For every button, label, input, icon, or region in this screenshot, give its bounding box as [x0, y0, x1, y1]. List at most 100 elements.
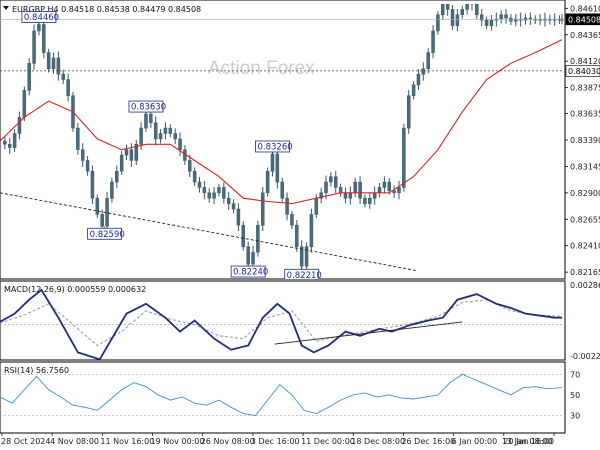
- candle-body: [285, 197, 289, 215]
- candle-body: [173, 133, 177, 140]
- candle-body: [129, 149, 134, 161]
- candle-body: [76, 127, 80, 150]
- macd-panel-title: MACD(12,26,9) 0.000559 0.000632: [4, 285, 146, 294]
- current-price-label: 0.84508: [568, 15, 600, 24]
- candle-body: [251, 251, 255, 265]
- candle-body: [406, 95, 411, 129]
- candle-body: [188, 160, 192, 172]
- candle-body: [270, 153, 275, 172]
- price-panel-frame: [0, 0, 566, 280]
- candle-body: [392, 190, 396, 194]
- x-tick-label: 6 Jan 00:00: [452, 437, 498, 446]
- collapse-triangle-icon[interactable]: [3, 6, 9, 10]
- candle-body: [226, 197, 231, 204]
- annotation-label: 0.83630: [131, 103, 166, 113]
- candle-body: [144, 113, 148, 129]
- candle-body: [42, 24, 46, 53]
- candle-body: [66, 79, 70, 96]
- candle-body: [256, 224, 260, 253]
- candle-body: [80, 149, 85, 161]
- candle-body: [149, 113, 153, 123]
- candle-body: [465, 4, 469, 10]
- y-tick-label: 0.82410: [570, 242, 600, 251]
- x-tick-label: 26 Dec 16:00: [401, 437, 455, 446]
- candle-body: [46, 52, 51, 69]
- candle-body: [124, 149, 129, 156]
- candle-body: [61, 73, 66, 80]
- candle-body: [85, 160, 90, 172]
- y-tick-label: 0.84365: [570, 31, 600, 40]
- candle-body: [231, 203, 236, 210]
- macd-trendline: [274, 321, 463, 345]
- candle-body: [134, 144, 138, 161]
- annotation-label: 0.82590: [90, 230, 125, 240]
- rsi-line: [0, 373, 563, 416]
- rsi-y-tick-label: 70: [570, 370, 580, 379]
- candle-body: [436, 14, 440, 32]
- candle-body: [421, 68, 426, 75]
- level-badge: [565, 65, 600, 77]
- x-tick-label: 26 Nov 08:00: [201, 437, 255, 446]
- candle-body: [299, 246, 304, 267]
- x-tick-label: 4 Nov 08:00: [50, 437, 99, 446]
- candle-body: [450, 9, 455, 26]
- candle-body: [479, 14, 484, 21]
- candle-body: [348, 192, 353, 199]
- x-tick-label: 11 Dec 00:00: [301, 437, 355, 446]
- candle-body: [368, 197, 372, 204]
- candle-body: [280, 181, 284, 199]
- y-tick-label: 0.83145: [570, 162, 600, 171]
- current-price-badge: [565, 13, 600, 26]
- candle-body: [217, 187, 221, 194]
- candle-body: [265, 171, 270, 194]
- candle-body: [178, 138, 182, 150]
- candle-body: [236, 208, 241, 226]
- candle-body: [441, 4, 445, 16]
- candle-body: [455, 14, 460, 26]
- candle-body: [212, 192, 216, 199]
- candle-body: [324, 181, 328, 194]
- candle-body: [37, 24, 41, 32]
- y-tick-label: 0.82165: [570, 268, 600, 277]
- price-panel-title: EURGBP,H4 0.84518 0.84538 0.84479 0.8450…: [12, 5, 201, 14]
- candle-body: [7, 144, 12, 148]
- candle-body: [397, 187, 401, 194]
- candle-body: [338, 187, 343, 194]
- candle-body: [115, 171, 119, 183]
- level-label: 0.84030: [568, 67, 600, 76]
- candle-body: [246, 246, 250, 265]
- candle-body: [222, 187, 226, 199]
- x-tick-label: 20 Jan 16:00: [503, 437, 554, 446]
- candle-body: [290, 214, 294, 226]
- candle-body: [90, 171, 95, 199]
- candle-body: [168, 127, 173, 134]
- rsi-y-tick-label: 50: [570, 391, 580, 400]
- candle-body: [470, 4, 474, 5]
- candle-body: [158, 133, 163, 140]
- candle-body: [343, 192, 348, 199]
- candle-body: [32, 30, 36, 64]
- candle-body: [372, 192, 377, 199]
- candle-body: [319, 192, 323, 199]
- candle-body: [275, 153, 280, 183]
- macd-panel-frame: [0, 280, 566, 361]
- candle-body: [3, 140, 7, 145]
- trendline: [0, 192, 417, 271]
- annotation-label: 0.82240: [233, 268, 268, 278]
- candle-body: [22, 90, 27, 118]
- annotation-label: 0.83260: [257, 142, 292, 152]
- candle-body: [56, 57, 61, 75]
- moving-average-line: [0, 39, 563, 205]
- x-tick-label: 11 Nov 16:00: [100, 437, 154, 446]
- candle-body: [27, 63, 31, 91]
- candle-body: [12, 133, 17, 148]
- candle-body: [445, 4, 450, 10]
- candle-body: [153, 122, 158, 140]
- candle-body: [353, 181, 357, 194]
- candle-body: [484, 19, 489, 26]
- y-tick-label: 0.82655: [570, 215, 600, 224]
- rsi-y-tick-label: 30: [570, 412, 580, 421]
- x-tick-label: 19 Nov 00:00: [151, 437, 205, 446]
- y-tick-label: 0.83875: [570, 84, 600, 93]
